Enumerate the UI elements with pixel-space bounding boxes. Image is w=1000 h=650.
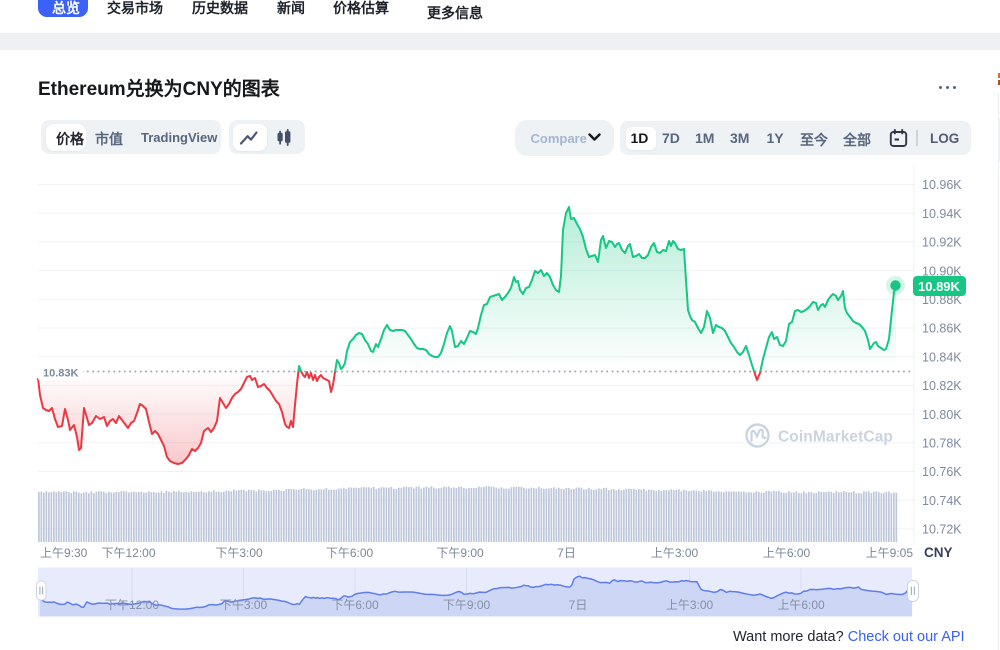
svg-text:下午6:00: 下午6:00	[331, 598, 379, 612]
svg-text:10.76K: 10.76K	[922, 465, 962, 479]
svg-text:10.74K: 10.74K	[922, 494, 962, 508]
svg-text:10.83K: 10.83K	[43, 368, 79, 380]
svg-text:下午9:00: 下午9:00	[443, 598, 491, 612]
svg-text:7日: 7日	[569, 598, 588, 612]
svg-text:7日: 7日	[557, 546, 576, 560]
svg-text:上午3:00: 上午3:00	[666, 598, 714, 612]
svg-text:10.92K: 10.92K	[922, 236, 962, 250]
svg-text:10.88K: 10.88K	[922, 293, 962, 307]
svg-text:10.84K: 10.84K	[922, 350, 962, 364]
svg-text:下午9:00: 下午9:00	[436, 546, 484, 560]
svg-text:下午3:00: 下午3:00	[220, 598, 268, 612]
svg-text:下午3:00: 下午3:00	[215, 546, 263, 560]
svg-text:下午6:00: 下午6:00	[326, 546, 374, 560]
svg-text:上午9:05: 上午9:05	[866, 546, 914, 560]
svg-text:10.86K: 10.86K	[922, 322, 962, 336]
svg-text:10.82K: 10.82K	[922, 379, 962, 393]
svg-text:10.89K: 10.89K	[918, 279, 961, 294]
svg-text:上午6:00: 上午6:00	[777, 598, 825, 612]
svg-text:10.96K: 10.96K	[922, 178, 962, 192]
svg-text:上午3:00: 上午3:00	[651, 546, 699, 560]
svg-text:10.78K: 10.78K	[922, 437, 962, 451]
svg-text:10.90K: 10.90K	[922, 264, 962, 278]
svg-text:CoinMarketCap: CoinMarketCap	[778, 429, 893, 446]
svg-text:下午12:00: 下午12:00	[101, 546, 155, 560]
svg-text:CNY: CNY	[924, 545, 953, 560]
svg-text:上午6:00: 上午6:00	[763, 546, 811, 560]
svg-text:10.72K: 10.72K	[922, 523, 962, 537]
svg-text:下午12:00: 下午12:00	[105, 598, 159, 612]
svg-text:10.80K: 10.80K	[922, 408, 962, 422]
svg-text:上午9:30: 上午9:30	[40, 546, 88, 560]
svg-text:10.94K: 10.94K	[922, 207, 962, 221]
